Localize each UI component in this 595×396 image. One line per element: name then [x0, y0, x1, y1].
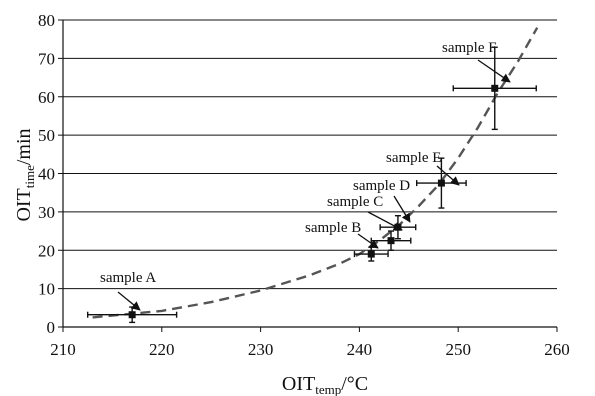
y-axis-label-main: OIT: [13, 188, 35, 221]
sample-label: sample B: [305, 220, 361, 236]
trend-line: [92, 27, 539, 319]
data-point: [370, 230, 412, 251]
x-axis-label: OITtemp/°C: [282, 373, 368, 396]
point-marker: [491, 84, 499, 92]
label-arrow: [436, 165, 460, 186]
x-tick-label: 220: [149, 340, 175, 359]
axes: 0 10 20 30 40 50 60 70 80 210 220 230 240 250 260: [38, 11, 570, 359]
label-arrow: [393, 195, 411, 223]
trend-curve: [92, 27, 539, 319]
y-axis-label-rest: /min: [13, 128, 35, 165]
point-marker: [387, 237, 395, 245]
data-point: [86, 306, 178, 324]
label-arrow: [477, 59, 511, 83]
x-tick-label: 230: [248, 340, 274, 359]
x-tick-label: 250: [445, 340, 471, 359]
y-axis-label-sub: time: [22, 165, 37, 188]
data-point: [416, 157, 467, 209]
x-axis-label-rest: /°C: [341, 373, 368, 395]
label-arrow: [117, 291, 141, 311]
y-tick-label: 20: [38, 241, 55, 260]
point-marker: [128, 311, 136, 319]
label-arrow: [367, 211, 403, 231]
data-point: [452, 46, 537, 131]
point-marker: [437, 179, 445, 187]
sample-label: sample A: [100, 270, 156, 286]
y-axis-label: OITtime/min: [13, 128, 37, 221]
sample-label: sample C: [327, 194, 383, 210]
sample-label: sample D: [353, 178, 410, 194]
y-tick-label: 40: [38, 165, 55, 184]
x-tick-label: 210: [50, 340, 76, 359]
sample-label: sample E: [386, 150, 441, 166]
label-arrow: [357, 233, 379, 249]
point-marker: [367, 250, 375, 258]
x-tick-label: 240: [347, 340, 373, 359]
y-tick-label: 0: [47, 318, 56, 337]
y-tick-label: 10: [38, 280, 55, 299]
x-axis-label-sub: temp: [315, 382, 341, 396]
sample-label: sample F: [442, 40, 497, 56]
x-axis-label-main: OIT: [282, 373, 315, 395]
gridlines: [63, 19, 557, 290]
data-point: [353, 246, 389, 262]
y-tick-label: 80: [38, 11, 55, 30]
y-tick-label: 50: [38, 126, 55, 145]
y-tick-label: 70: [38, 49, 55, 68]
y-tick-label: 30: [38, 203, 55, 222]
x-tick-label: 260: [544, 340, 570, 359]
y-tick-label: 60: [38, 88, 55, 107]
